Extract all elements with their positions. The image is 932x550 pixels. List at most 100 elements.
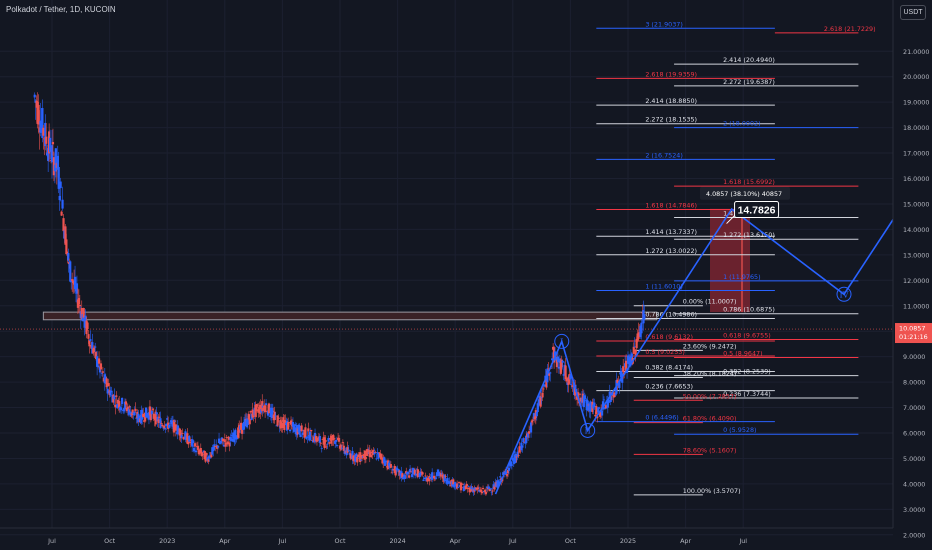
- fib-level-label: 0.5 (9.0253): [645, 348, 685, 356]
- candle-body: [434, 477, 438, 479]
- fib-level-label: 0.5 (8.9647): [723, 350, 763, 358]
- candle-body: [618, 380, 621, 388]
- candle-body: [56, 155, 59, 170]
- candle-body: [410, 474, 414, 477]
- candle-body: [134, 408, 137, 412]
- candle-body: [375, 458, 378, 460]
- candle-body: [622, 366, 625, 373]
- candle-body: [491, 490, 494, 492]
- candle-body: [164, 428, 167, 430]
- candle-body: [624, 360, 628, 372]
- time-axis[interactable]: Jul Oct 2023 Apr Jul Oct 2024 Apr Jul Oct 2025 Apr J…: [0, 527, 893, 545]
- candle-body: [122, 408, 126, 412]
- candle-body: [461, 483, 464, 485]
- candle-body: [96, 365, 100, 368]
- candle-body: [515, 456, 518, 458]
- fib-level-label: 2.618 (21.7229): [824, 25, 876, 33]
- candle-body: [208, 455, 211, 459]
- candle-body: [374, 452, 377, 453]
- candle-body: [635, 338, 638, 349]
- candle-body: [498, 481, 501, 485]
- candle-body: [547, 368, 550, 370]
- fib-level-label: 1 (11.9765): [723, 273, 761, 281]
- candle-body: [168, 422, 172, 424]
- candle-body: [71, 279, 74, 281]
- wave-marker-circle: [554, 333, 570, 349]
- candle-body: [89, 339, 92, 341]
- candle-body: [58, 195, 61, 201]
- measure-label: 4.0857 (38.10%) 40857: [706, 190, 782, 198]
- candle-body: [378, 452, 381, 454]
- wave-marker-label: II: [585, 426, 591, 435]
- candle-body: [416, 469, 419, 478]
- wave-marker-label: IV: [840, 290, 849, 299]
- wave-marker-label: I: [560, 337, 563, 346]
- candle-body: [604, 405, 608, 409]
- candle-body: [394, 467, 397, 476]
- candle-body: [467, 486, 470, 488]
- candle-body: [332, 434, 335, 441]
- candle-body: [460, 487, 464, 489]
- candle-body: [557, 366, 560, 369]
- price-axis[interactable]: 2.0000 3.0000 4.0000 5.0000 6.0000 7.0000 8.00…: [892, 0, 932, 550]
- candle-body: [569, 374, 572, 380]
- candle-body: [608, 391, 611, 396]
- candle-body: [218, 442, 222, 444]
- candle-body: [93, 347, 96, 353]
- candle-body: [443, 474, 446, 482]
- price-tick-label: 9.0000: [903, 353, 925, 361]
- candle-body: [541, 392, 544, 398]
- candle-body: [413, 469, 416, 475]
- candle-body: [366, 448, 369, 455]
- candle-body: [548, 372, 551, 376]
- candle-body: [180, 435, 183, 438]
- candle-body: [243, 419, 247, 427]
- callout-price-label: 14.7826: [738, 205, 776, 217]
- candle-body: [226, 441, 229, 445]
- currency-unit-button[interactable]: USDT: [900, 5, 926, 20]
- candle-body: [478, 490, 481, 492]
- candle-body: [174, 424, 177, 431]
- candle-body: [209, 457, 212, 459]
- candle-body: [373, 451, 376, 455]
- candle-body: [249, 410, 252, 413]
- candle-body: [499, 476, 502, 478]
- candle-body: [206, 457, 209, 461]
- candle-body: [275, 425, 278, 427]
- candle-body: [640, 322, 643, 334]
- candle-body: [336, 445, 339, 446]
- candle-body: [142, 413, 145, 418]
- candle-body: [518, 446, 521, 453]
- candle-body: [292, 426, 296, 432]
- candle-body: [165, 423, 168, 427]
- candle-body: [91, 342, 94, 354]
- candle-body: [109, 391, 112, 396]
- price-tick-label: 21.0000: [903, 48, 929, 56]
- candle-body: [628, 356, 632, 367]
- candle-body: [564, 365, 567, 380]
- candle-body: [597, 407, 600, 413]
- candle-body: [95, 351, 98, 360]
- candle-body: [48, 137, 52, 152]
- candle-body: [483, 489, 487, 493]
- candle-body: [33, 94, 36, 98]
- candle-body: [318, 435, 321, 443]
- candle-body: [637, 332, 640, 339]
- time-tick-label: Oct: [104, 537, 116, 545]
- candle-body: [437, 471, 440, 476]
- candle-body: [229, 436, 232, 441]
- candle-body: [216, 446, 220, 448]
- measure-tool[interactable]: 4.0857 (38.10%) 40857: [700, 186, 790, 313]
- wave-marker-circle: [836, 286, 852, 302]
- candle-body: [356, 457, 359, 463]
- candle-body: [351, 450, 354, 460]
- candle-body: [133, 411, 136, 416]
- resistance-zone-box: [42, 311, 658, 321]
- candle-body: [354, 454, 357, 462]
- candle-body: [114, 404, 117, 408]
- candle-body: [562, 374, 565, 376]
- candle-body: [419, 471, 422, 475]
- candle-body: [543, 384, 546, 387]
- candle-body: [192, 447, 196, 452]
